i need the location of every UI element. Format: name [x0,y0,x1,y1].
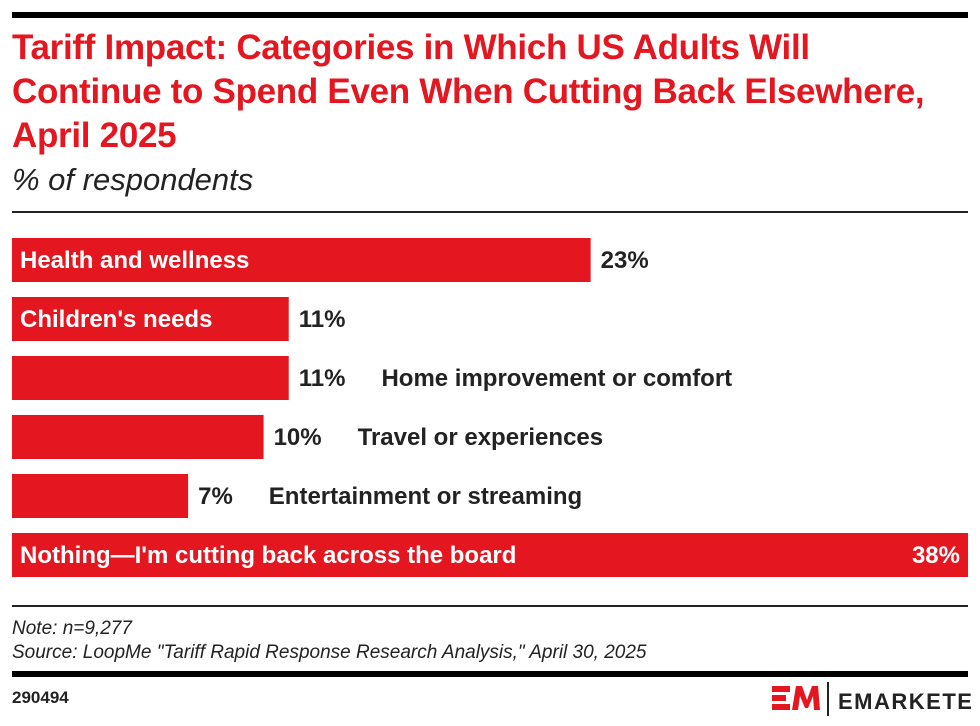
category-label: Children's needs [20,306,212,333]
bar [12,356,289,400]
note-text: Note: n=9,277 [12,618,132,639]
top-rule [12,12,968,18]
category-label: Nothing—I'm cutting back across the boar… [20,542,516,569]
bar [12,415,264,459]
chart-id: 290494 [12,688,69,707]
value-label: 10% [274,424,322,451]
footnote: Note: n=9,277 Source: LoopMe "Tariff Rap… [12,617,647,665]
category-label: Home improvement or comfort [381,365,732,392]
value-label: 38% [912,542,960,569]
divider [12,211,968,213]
category-label: Entertainment or streaming [269,483,582,510]
category-label: Travel or experiences [358,424,603,451]
divider [12,605,968,607]
bar [12,533,968,577]
chart-subtitle: % of respondents [12,162,254,197]
value-label: 7% [198,483,233,510]
bar [12,297,289,341]
bar [12,474,189,518]
chart-title: Tariff Impact: Categories in Which US Ad… [12,28,925,155]
category-label: Health and wellness [20,247,249,274]
bar [12,238,591,282]
value-label: 11% [299,365,346,392]
emarketer-logo: EMARKETER [772,682,972,716]
brand-name: EMARKETER [838,689,972,714]
bottom-rule [12,671,968,677]
value-label: 11% [299,306,346,333]
source-text: Source: LoopMe "Tariff Rapid Response Re… [12,642,647,663]
value-label: 23% [601,247,649,274]
